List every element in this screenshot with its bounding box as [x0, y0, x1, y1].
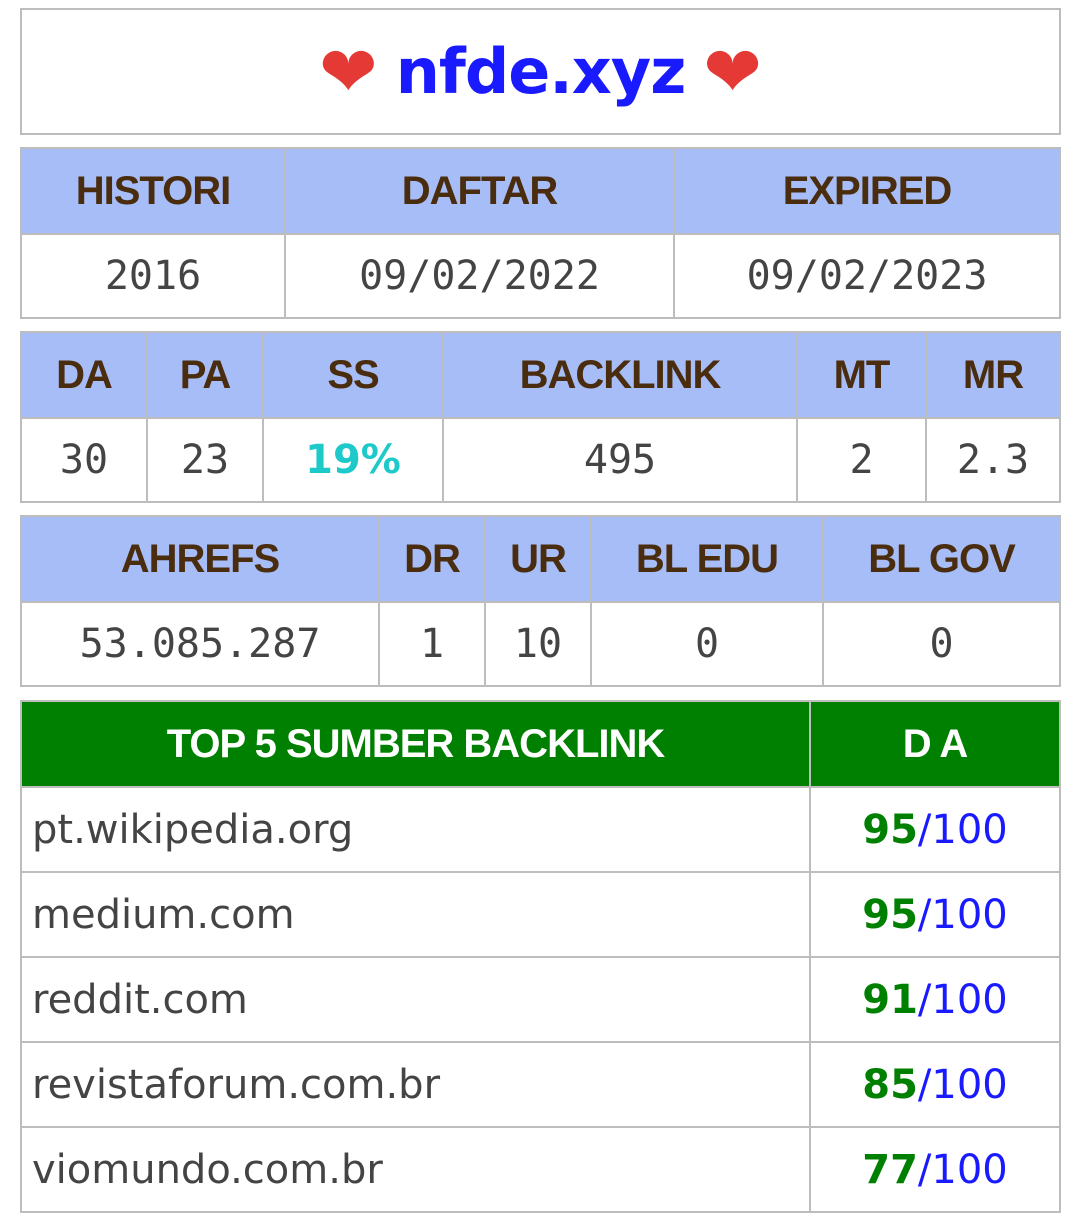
domain-title-box: ❤ nfde.xyz ❤	[20, 8, 1061, 135]
value-ur: 10	[484, 601, 592, 687]
value-dr: 1	[378, 601, 486, 687]
header-expired: EXPIRED	[673, 147, 1061, 235]
value-expired: 09/02/2023	[673, 233, 1061, 319]
backlink-source[interactable]: medium.com	[20, 871, 811, 958]
backlink-source[interactable]: viomundo.com.br	[20, 1126, 811, 1213]
header-pa: PA	[146, 331, 264, 419]
header-da-score: D A	[809, 700, 1061, 788]
heart-icon: ❤	[703, 30, 762, 113]
header-histori: HISTORI	[20, 147, 286, 235]
header-bl-gov: BL GOV	[822, 515, 1061, 603]
header-top-sources: TOP 5 SUMBER BACKLINK	[20, 700, 811, 788]
backlink-score: 95/100	[809, 871, 1061, 958]
value-da: 30	[20, 417, 148, 503]
backlink-score: 85/100	[809, 1041, 1061, 1128]
score-max: /100	[917, 1061, 1008, 1108]
backlink-source[interactable]: pt.wikipedia.org	[20, 786, 811, 873]
table-row: pt.wikipedia.org 95/100	[20, 786, 1061, 873]
table-row: reddit.com 91/100	[20, 956, 1061, 1043]
page-title[interactable]: nfde.xyz	[395, 35, 687, 108]
header-mt: MT	[796, 331, 927, 419]
header-bl-edu: BL EDU	[590, 515, 824, 603]
value-ahrefs: 53.085.287	[20, 601, 380, 687]
score-value: 91	[862, 976, 918, 1023]
score-value: 95	[862, 891, 918, 938]
score-value: 85	[862, 1061, 918, 1108]
registration-table: HISTORI DAFTAR EXPIRED 2016 09/02/2022 0…	[20, 147, 1061, 319]
value-daftar: 09/02/2022	[284, 233, 675, 319]
backlink-score: 91/100	[809, 956, 1061, 1043]
value-mt: 2	[796, 417, 927, 503]
value-bl-gov: 0	[822, 601, 1061, 687]
header-mr: MR	[925, 331, 1061, 419]
score-max: /100	[917, 806, 1008, 853]
backlink-source[interactable]: revistaforum.com.br	[20, 1041, 811, 1128]
metrics-table: DA PA SS BACKLINK MT MR 30 23 19% 495 2 …	[20, 331, 1061, 503]
header-dr: DR	[378, 515, 486, 603]
value-ss: 19%	[262, 417, 444, 503]
header-ur: UR	[484, 515, 592, 603]
heart-icon: ❤	[319, 30, 378, 113]
header-backlink: BACKLINK	[442, 331, 798, 419]
table-row: medium.com 95/100	[20, 871, 1061, 958]
value-histori: 2016	[20, 233, 286, 319]
value-mr: 2.3	[925, 417, 1061, 503]
header-daftar: DAFTAR	[284, 147, 675, 235]
ahrefs-table: AHREFS DR UR BL EDU BL GOV 53.085.287 1 …	[20, 515, 1061, 687]
header-ss: SS	[262, 331, 444, 419]
table-row: revistaforum.com.br 85/100	[20, 1041, 1061, 1128]
score-max: /100	[917, 891, 1008, 938]
table-row: viomundo.com.br 77/100	[20, 1126, 1061, 1213]
score-max: /100	[917, 1146, 1008, 1193]
value-pa: 23	[146, 417, 264, 503]
value-bl-edu: 0	[590, 601, 824, 687]
score-value: 95	[862, 806, 918, 853]
score-value: 77	[862, 1146, 918, 1193]
top-backlinks-table: TOP 5 SUMBER BACKLINK D A pt.wikipedia.o…	[20, 700, 1061, 1213]
header-ahrefs: AHREFS	[20, 515, 380, 603]
score-max: /100	[917, 976, 1008, 1023]
backlink-score: 95/100	[809, 786, 1061, 873]
header-da: DA	[20, 331, 148, 419]
backlink-source[interactable]: reddit.com	[20, 956, 811, 1043]
value-backlink: 495	[442, 417, 798, 503]
backlink-score: 77/100	[809, 1126, 1061, 1213]
